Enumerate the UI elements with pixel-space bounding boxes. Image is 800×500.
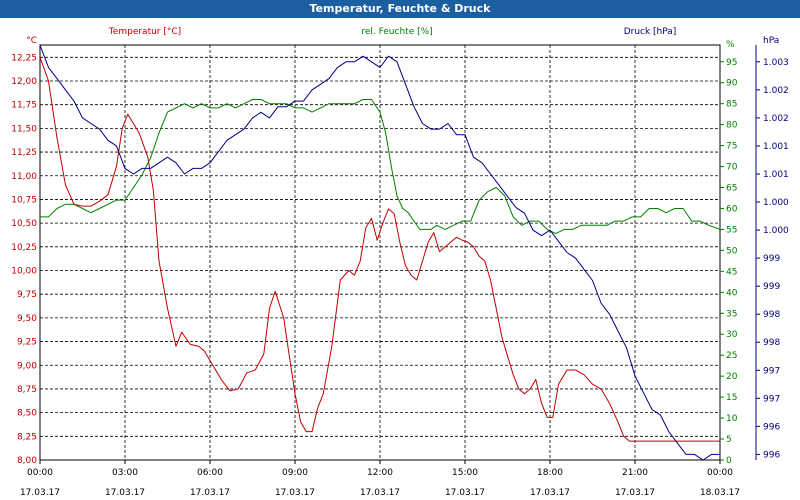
humidity-tick-label: 20	[726, 372, 738, 382]
pressure-tick-label: 1.002	[763, 114, 789, 124]
pressure-tick-label: 997	[763, 366, 780, 376]
humidity-tick-label: 5	[726, 435, 732, 445]
chart-area: 12,25 12,00 11,75 11,50 11,25 11,00 10,75 10,50…	[11, 27, 789, 498]
humidity-tick-label: 90	[726, 79, 738, 89]
pressure-tick-label: 999	[763, 282, 780, 292]
temp-unit-label: °C	[26, 36, 37, 46]
humidity-tick-label: 15	[726, 393, 737, 403]
date-tick-label: 17.03.17	[445, 488, 485, 498]
temperature-axis: 12,25 12,00 11,75 11,50 11,25 11,00 10,75 10,50…	[11, 36, 37, 466]
series-line-temp	[39, 57, 720, 442]
temp-tick-label: 11,75	[11, 101, 37, 111]
pressure-tick-label: 996	[763, 422, 780, 432]
date-tick-label: 18.03.17	[700, 488, 740, 498]
pressure-tick-label: 996	[763, 450, 780, 460]
temp-tick-label: 9,25	[17, 338, 37, 348]
temp-tick-label: 12,00	[11, 77, 37, 87]
temp-tick-label: 8,75	[17, 385, 37, 395]
humidity-tick-label: 75	[726, 142, 737, 152]
pressure-tick-label: 1.000	[763, 226, 789, 236]
temp-tick-label: 8,25	[17, 432, 37, 442]
time-tick-label: 03:00	[112, 468, 138, 478]
series-line-humidity	[40, 99, 721, 235]
date-tick-label: 17.03.17	[360, 488, 400, 498]
pressure-tick-label: 1.000	[763, 198, 789, 208]
temp-tick-label: 10,00	[11, 267, 37, 277]
humidity-tick-label: 95	[726, 58, 737, 68]
date-tick-label: 17.03.17	[530, 488, 570, 498]
grid-lines	[40, 45, 720, 460]
humidity-tick-label: 45	[726, 267, 737, 277]
temp-tick-label: 9,50	[17, 314, 37, 324]
time-tick-label: 00:00	[27, 468, 53, 478]
humidity-tick-label: 30	[726, 330, 738, 340]
temp-tick-label: 10,75	[11, 195, 37, 205]
pressure-axis: 1.003 1.002 1.002 1.001 1.001 1.000 1.000 999 99…	[755, 36, 789, 460]
humidity-tick-label: 60	[726, 204, 738, 214]
pressure-tick-label: 998	[763, 310, 780, 320]
humidity-tick-label: 85	[726, 100, 737, 110]
pressure-unit-label: hPa	[763, 36, 779, 46]
temp-tick-label: 8,50	[17, 409, 37, 419]
humidity-tick-label: 50	[726, 246, 738, 256]
temp-tick-label: 9,00	[17, 361, 37, 371]
date-tick-label: 17.03.17	[615, 488, 655, 498]
date-tick-label: 17.03.17	[275, 488, 315, 498]
pressure-tick-label: 1.002	[763, 86, 789, 96]
pressure-tick-label: 998	[763, 338, 780, 348]
date-tick-label: 17.03.17	[190, 488, 230, 498]
humidity-tick-label: 10	[726, 414, 738, 424]
axis-titles: Temperatur [°C] rel. Feuchte [%] Druck [hP…	[108, 27, 676, 37]
series-line-pressure	[39, 44, 720, 461]
humidity-tick-label: 25	[726, 351, 737, 361]
time-tick-label: 12:00	[367, 468, 393, 478]
time-tick-label: 18:00	[537, 468, 563, 478]
pressure-tick-label: 1.001	[763, 170, 789, 180]
time-tick-label: 21:00	[622, 468, 648, 478]
pressure-tick-label: 999	[763, 254, 780, 264]
time-tick-label: 15:00	[452, 468, 478, 478]
humidity-tick-label: 65	[726, 184, 737, 194]
humidity-tick-label: 80	[726, 121, 738, 131]
pressure-tick-label: 1.003	[763, 58, 789, 68]
time-axis: 00:00 17.03.17 03:00 17.03.17 06:00 17.03.17 0…	[20, 460, 740, 498]
temp-tick-label: 9,75	[17, 290, 37, 300]
date-tick-label: 17.03.17	[20, 488, 60, 498]
humidity-tick-label: 35	[726, 309, 737, 319]
series-layer	[39, 44, 721, 461]
pressure-tick-label: 997	[763, 394, 780, 404]
temp-tick-label: 11,50	[11, 124, 37, 134]
humidity-tick-label: 55	[726, 225, 737, 235]
temp-tick-label: 10,50	[11, 219, 37, 229]
temp-tick-label: 11,00	[11, 172, 37, 182]
temp-tick-label: 11,25	[11, 148, 37, 158]
humidity-axis-title: rel. Feuchte [%]	[361, 27, 432, 37]
time-tick-label: 00:00	[707, 468, 733, 478]
temp-tick-label: 10,25	[11, 243, 37, 253]
humidity-tick-label: 40	[726, 288, 738, 298]
time-tick-label: 06:00	[197, 468, 223, 478]
pressure-tick-label: 1.001	[763, 142, 789, 152]
temp-axis-title: Temperatur [°C]	[108, 27, 181, 37]
humidity-unit-label: %	[726, 40, 735, 50]
temp-tick-label: 8,00	[17, 456, 37, 466]
humidity-tick-label: 0	[726, 456, 732, 466]
time-tick-label: 09:00	[282, 468, 308, 478]
temp-tick-label: 12,25	[11, 53, 37, 63]
pressure-axis-title: Druck [hPa]	[624, 27, 677, 37]
window-title: Temperatur, Feuchte & Druck	[0, 0, 800, 18]
date-tick-label: 17.03.17	[105, 488, 145, 498]
humidity-tick-label: 70	[726, 163, 738, 173]
